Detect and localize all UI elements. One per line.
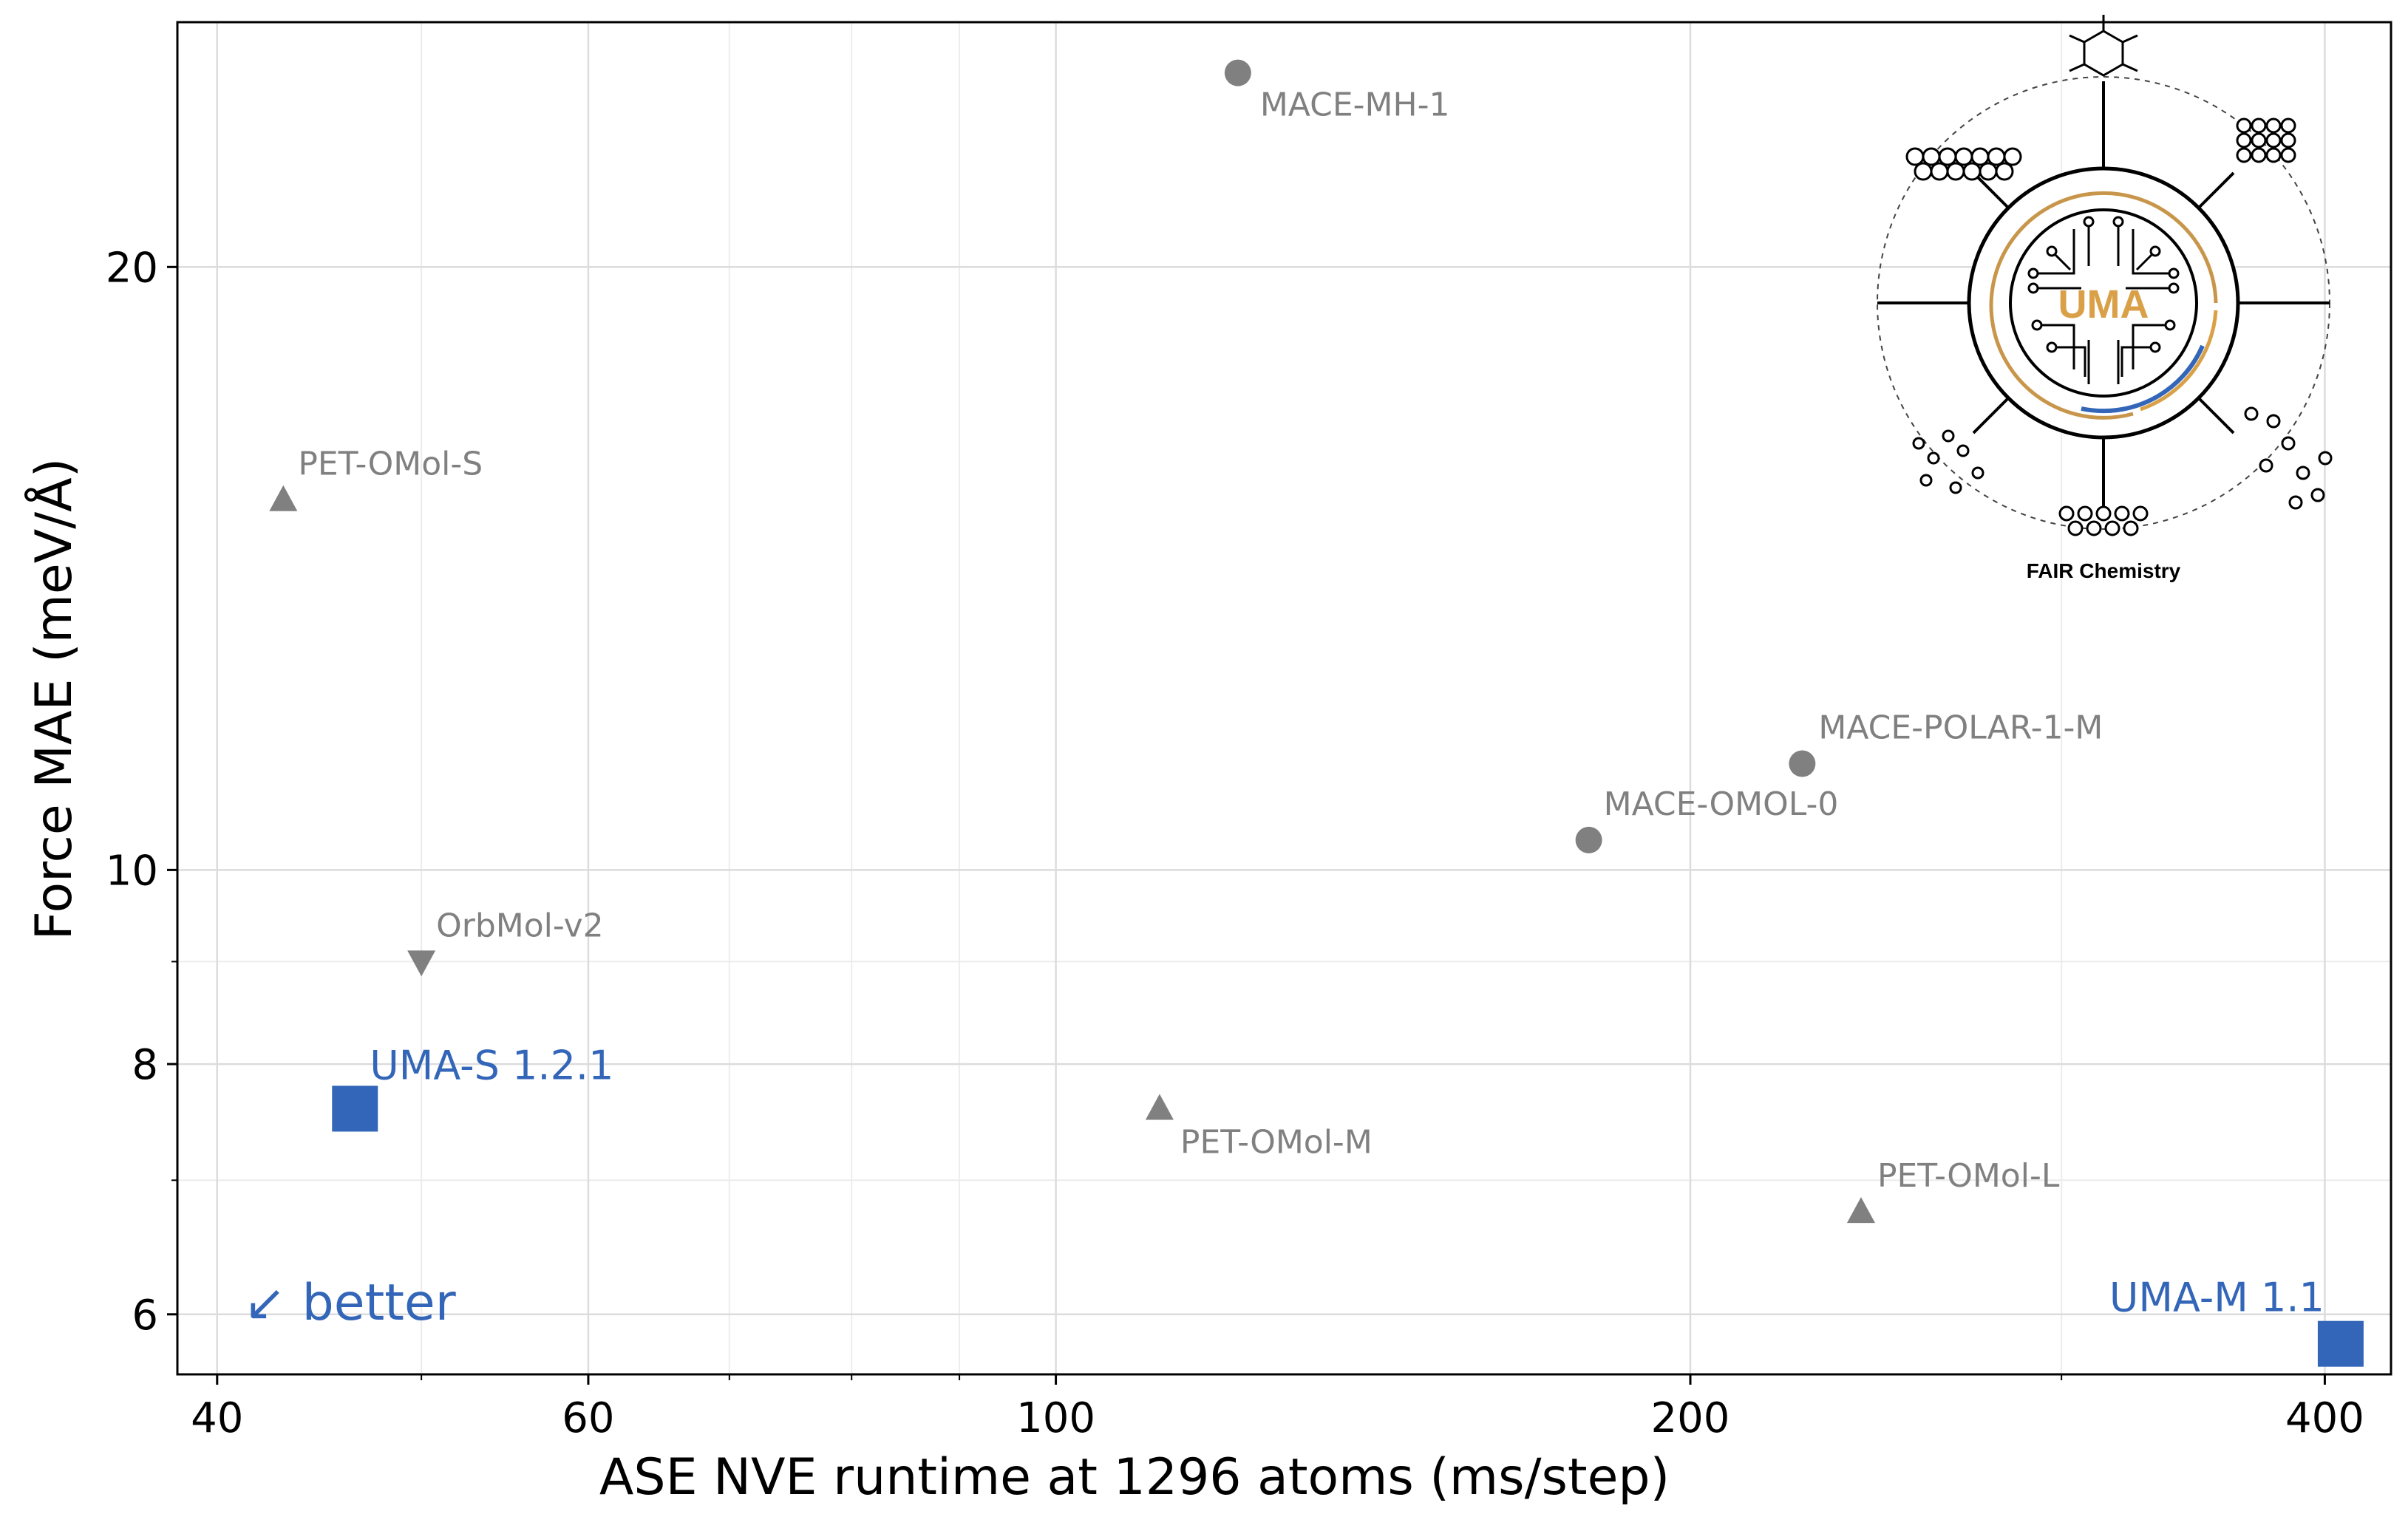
label-mace-omol-0: MACE-OMOL-0 [1604, 785, 1839, 823]
point-mace-polar-1-m [1789, 750, 1816, 777]
label-uma-s-1-2-1: UMA-S 1.2.1 [370, 1042, 613, 1088]
point-mace-omol-0 [1575, 826, 1602, 853]
point-uma-m-1-1 [2317, 1320, 2364, 1367]
major-gridlines [177, 22, 2391, 1374]
y-tick-label: 6 [132, 1292, 158, 1340]
x-axis-label: ASE NVE runtime at 1296 atoms (ms/step) [599, 1448, 1670, 1507]
y-tick-label: 20 [106, 244, 158, 292]
label-uma-m-1-1: UMA-M 1.1 [2109, 1275, 2324, 1321]
point-mace-mh-1 [1224, 59, 1251, 86]
point-pet-omol-m [1145, 1094, 1174, 1120]
label-pet-omol-l: PET-OMol-L [1877, 1157, 2060, 1195]
point-uma-s-1-2-1 [332, 1085, 378, 1132]
y-tick-label: 8 [132, 1041, 158, 1089]
label-orbmol-v2: OrbMol-v2 [436, 907, 604, 944]
axis-ticks [167, 265, 2326, 1385]
plot-frame [176, 21, 2392, 1376]
point-pet-omol-l [1846, 1197, 1875, 1224]
x-tick-label: 60 [562, 1394, 614, 1442]
tick-labels: 40 60 100 200 400 6 8 10 20 [106, 244, 2364, 1442]
y-tick-label: 10 [106, 847, 158, 895]
point-labels: MACE-MH-1 PET-OMol-S MACE-POLAR-1-M MACE-OM… [298, 86, 2324, 1321]
x-tick-label: 400 [2285, 1394, 2364, 1442]
x-tick-label: 200 [1651, 1394, 1730, 1442]
uma-logo: UMA FAIR Chemistry [1877, 15, 2333, 582]
label-mace-polar-1-m: MACE-POLAR-1-M [1818, 709, 2103, 746]
y-axis-label: Force MAE (meV/Å) [24, 458, 84, 940]
label-pet-omol-m: PET-OMol-M [1180, 1123, 1373, 1161]
point-pet-omol-s [269, 485, 298, 511]
logo-uma-text: UMA [2058, 282, 2149, 327]
logo-caption: FAIR Chemistry [2027, 559, 2181, 582]
x-tick-label: 100 [1016, 1394, 1095, 1442]
point-orbmol-v2 [407, 950, 436, 977]
x-tick-label: 40 [191, 1394, 243, 1442]
better-annotation: ↙ better [244, 1274, 456, 1332]
label-mace-mh-1: MACE-MH-1 [1260, 86, 1450, 124]
data-points [269, 59, 2364, 1367]
label-pet-omol-s: PET-OMol-S [298, 446, 483, 483]
minor-gridlines [177, 22, 2391, 1374]
